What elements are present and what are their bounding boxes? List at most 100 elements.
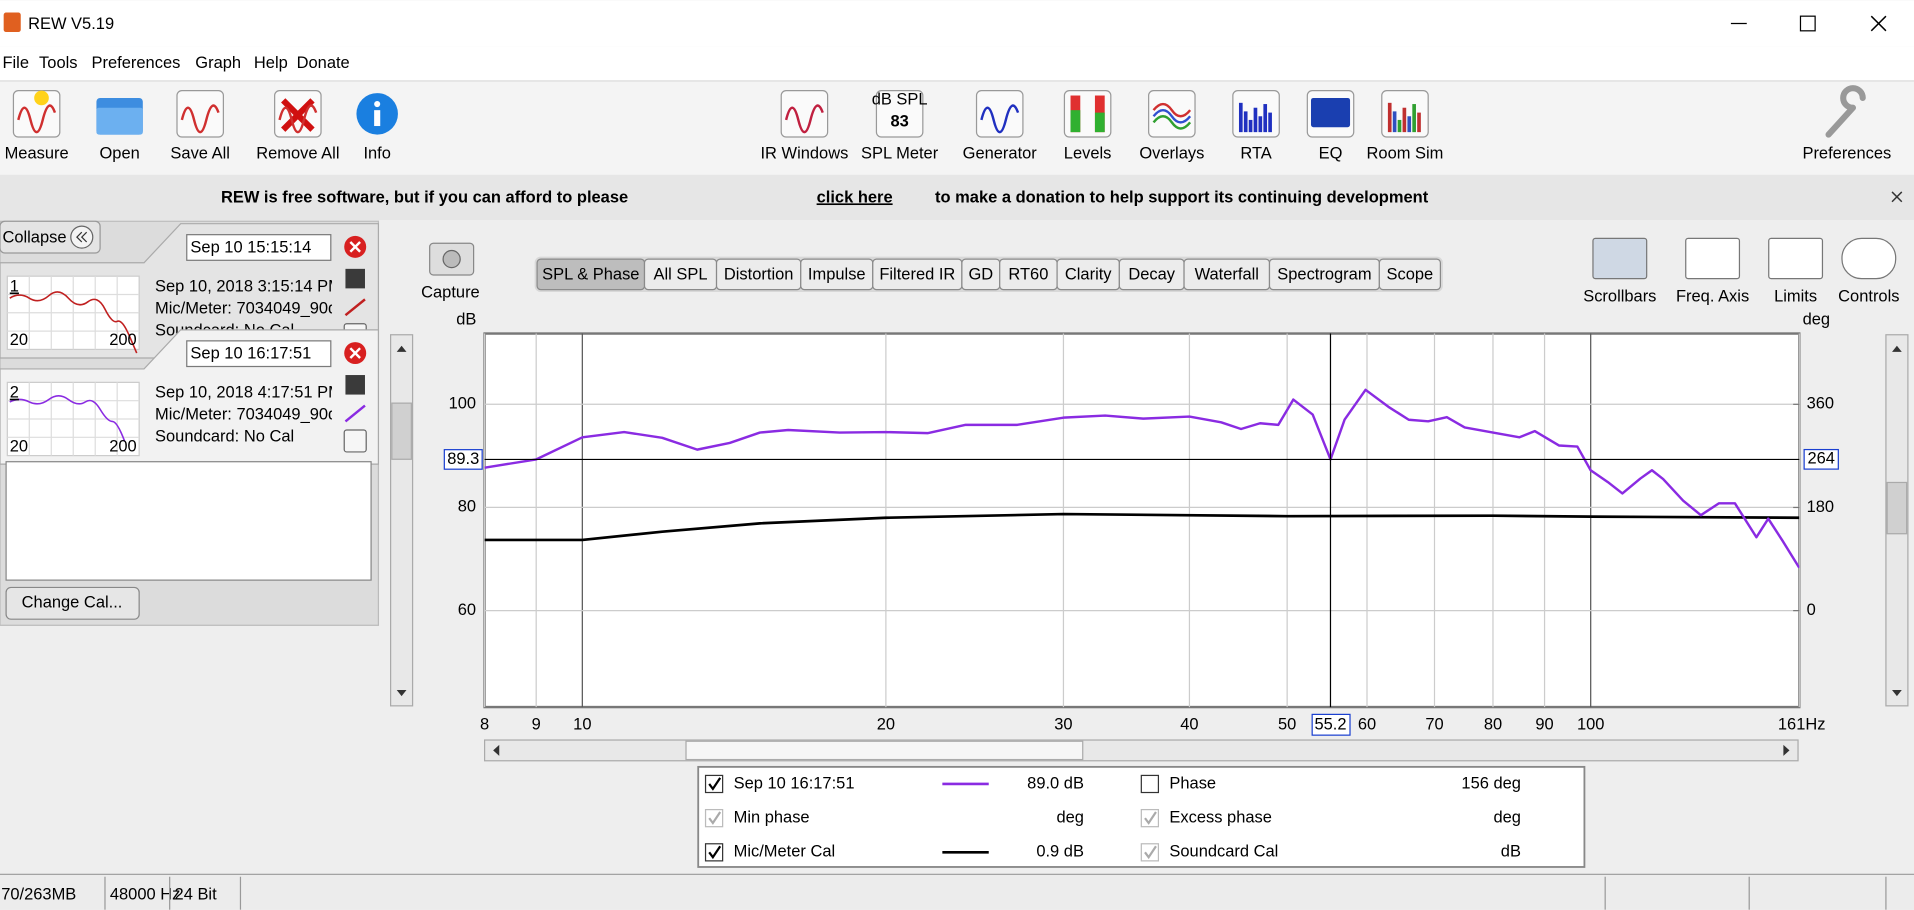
cursor-y-readout: 89.3 [447, 450, 479, 468]
graph-tool-icon[interactable] [1768, 237, 1824, 280]
icon-part [17, 104, 57, 134]
graph-tab-label[interactable]: RT60 [1008, 265, 1048, 283]
legend-series-name: Mic/Meter Cal [734, 843, 836, 861]
y2-tick-label: 360 [1807, 395, 1834, 413]
toolbar-button[interactable]: Open [99, 144, 139, 162]
banner-link[interactable]: click here [817, 188, 893, 206]
graph-tab-label[interactable]: Filtered IR [879, 265, 955, 283]
change-cal-button[interactable] [5, 586, 140, 620]
cursor-y2-readout: 264 [1807, 450, 1834, 468]
toolbar-button[interactable]: RTA [1240, 144, 1271, 162]
graph-tool-label[interactable]: Limits [1774, 287, 1817, 305]
save-measurement[interactable] [345, 268, 365, 289]
graph-tab-label[interactable]: Waterfall [1195, 265, 1259, 283]
graph-tool-label[interactable]: Scrollbars [1583, 287, 1656, 305]
capture-label[interactable]: Capture [421, 284, 480, 302]
toolbar-button[interactable]: Levels [1064, 144, 1112, 162]
legend-item-label: Excess phase [1169, 808, 1272, 826]
measurement-info: Sep 10, 2018 3:15:14 PM [155, 278, 342, 296]
color-picker[interactable] [344, 404, 366, 423]
graph-tool-label[interactable]: Freq. Axis [1676, 287, 1749, 305]
toolbar-button[interactable]: Overlays [1139, 144, 1204, 162]
collapse-icon [76, 231, 88, 243]
graph-tool-icon[interactable] [1685, 237, 1741, 280]
toolbar-button[interactable]: IR Windows [760, 144, 848, 162]
toolbar-button[interactable]: Preferences [1802, 144, 1891, 162]
toolbar-button[interactable]: Room Sim [1367, 144, 1444, 162]
menu-item[interactable]: File [2, 54, 29, 72]
y-axis-label: dB [456, 310, 476, 328]
toolbar-button[interactable]: Info [363, 144, 390, 162]
x-tick-label: 40 [1180, 716, 1198, 734]
graph-tab[interactable] [1378, 258, 1441, 291]
banner-close[interactable] [1891, 191, 1903, 203]
menu-item[interactable]: Donate [297, 54, 350, 72]
toolbar-button[interactable]: Save All [170, 144, 230, 162]
scrollbar[interactable] [390, 334, 414, 707]
menu-item[interactable]: Tools [39, 54, 77, 72]
toolbar-button[interactable]: Measure [5, 144, 69, 162]
toolbar-button[interactable]: EQ [1319, 144, 1343, 162]
color-picker[interactable] [344, 298, 366, 317]
legend-series-name: Sep 10 16:17:51 [734, 774, 855, 792]
y-tick-label: 60 [458, 601, 476, 619]
measurement-info: Sep 10, 2018 4:17:51 PM [155, 384, 342, 402]
scroll-thumb[interactable] [391, 402, 412, 460]
toolbar-icon [1381, 90, 1429, 138]
toolbar-icon [356, 93, 398, 135]
notes-button[interactable] [343, 429, 367, 453]
graph-tab-label[interactable]: GD [968, 265, 993, 283]
save-measurement[interactable] [345, 375, 365, 395]
name-field[interactable] [186, 234, 332, 261]
graph-tab-label[interactable]: Impulse [808, 265, 866, 283]
cursor-box [443, 449, 483, 470]
h-scroll-thumb[interactable] [685, 740, 1084, 761]
graph-tool-icon[interactable] [1592, 237, 1648, 280]
x-tick-label: 90 [1535, 716, 1553, 734]
graph-tool-icon[interactable] [1841, 237, 1897, 280]
icon-part [176, 90, 224, 138]
status-text: 48000 Hz [110, 885, 181, 903]
x-tick-label: 80 [1484, 716, 1502, 734]
y-tick-label: 100 [449, 395, 476, 413]
menu-item[interactable]: Help [254, 54, 288, 72]
name-field[interactable] [186, 340, 332, 368]
graph-tab-label[interactable]: SPL & Phase [542, 265, 639, 283]
measurement-info: Mic/Meter: 7034049_90deg [155, 299, 356, 317]
graph-tab-label[interactable]: Scope [1387, 265, 1434, 283]
legend-item-label: Phase [1169, 774, 1216, 792]
h-scrollbar[interactable] [483, 739, 1799, 762]
cursor-box [1803, 448, 1839, 470]
title-bar [0, 0, 1914, 47]
checkmark [708, 845, 722, 860]
legend-series-readout: 0.9 dB [1036, 843, 1084, 861]
graph-tool-label[interactable]: Controls [1838, 287, 1899, 305]
checkmark [708, 811, 722, 825]
maximize-button[interactable] [1799, 15, 1816, 32]
close-button[interactable] [1870, 15, 1887, 32]
y2-tick-label: 0 [1807, 601, 1816, 619]
toolbar-icon [176, 90, 224, 138]
scroll-thumb[interactable] [1886, 481, 1908, 535]
change-cal-label[interactable]: Change Cal... [22, 594, 123, 612]
measurement-info: Mic/Meter: 7034049_90deg [155, 406, 356, 424]
graph-tab-label[interactable]: Spectrogram [1277, 265, 1371, 283]
spl-meter-reading: 83 [890, 113, 908, 131]
icon-part [180, 104, 220, 134]
collapse-label[interactable]: Collapse [2, 229, 66, 247]
graph-tab-label[interactable]: Decay [1128, 265, 1175, 283]
icon-part [281, 98, 315, 132]
graph-tab-label[interactable]: Clarity [1065, 265, 1112, 283]
graph-tab-label[interactable]: All SPL [654, 265, 708, 283]
icon-part [1248, 119, 1253, 133]
graph-tab-label[interactable]: Distortion [724, 265, 794, 283]
x-tick-label: 70 [1425, 716, 1443, 734]
donation-banner [0, 174, 1914, 221]
toolbar-button[interactable]: Generator [963, 144, 1038, 162]
menu-item[interactable]: Graph [195, 54, 241, 72]
toolbar-button[interactable]: Remove All [256, 144, 339, 162]
menu-item[interactable]: Preferences [92, 54, 181, 72]
checkbox[interactable] [1140, 774, 1160, 794]
icon-part [1238, 102, 1243, 133]
toolbar-button[interactable]: SPL Meter [861, 144, 939, 162]
